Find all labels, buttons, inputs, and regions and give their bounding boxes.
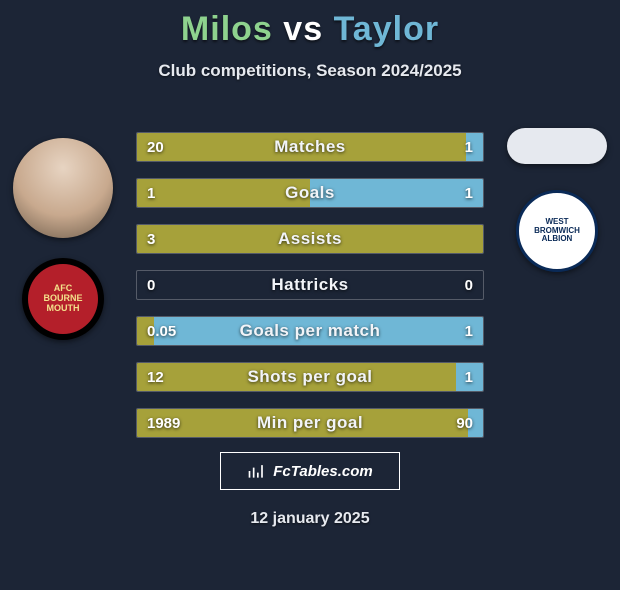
- comparison-title: Milos vs Taylor: [0, 10, 620, 49]
- stat-row: Goals per match0.05 1: [136, 316, 484, 346]
- stat-value-right: 1: [465, 133, 473, 161]
- player1-avatar: [13, 138, 113, 238]
- stat-value-left: 3: [147, 225, 155, 253]
- chart-icon: [247, 461, 267, 481]
- stat-row: Shots per goal12 1: [136, 362, 484, 392]
- title-player2: Taylor: [334, 10, 440, 48]
- stat-value-left: 1989: [147, 409, 180, 437]
- stat-row: Min per goal1989 90: [136, 408, 484, 438]
- player2-avatar-placeholder: [507, 128, 607, 164]
- stat-label: Assists: [137, 225, 483, 253]
- stat-label: Matches: [137, 133, 483, 161]
- stat-row: Assists3: [136, 224, 484, 254]
- player1-club-logo: AFCBOURNEMOUTH: [22, 258, 104, 340]
- brand-badge: FcTables.com: [220, 452, 400, 490]
- brand-text: FcTables.com: [273, 463, 372, 480]
- stats-bar-chart: Matches201Goals11Assists3Hattricks00Goal…: [136, 132, 484, 438]
- stat-value-left: 0.05: [147, 317, 176, 345]
- stat-label: Min per goal: [137, 409, 483, 437]
- stat-value-left: 12: [147, 363, 164, 391]
- stat-label: Shots per goal: [137, 363, 483, 391]
- stat-value-left: 20: [147, 133, 164, 161]
- stat-row: Hattricks0 0: [136, 270, 484, 300]
- stat-value-left: 0: [147, 271, 155, 299]
- stat-row: Goals1 1: [136, 178, 484, 208]
- right-avatar-column: WESTBROMWICHALBION: [502, 128, 612, 272]
- stat-value-right: 1: [465, 179, 473, 207]
- footer-date: 12 january 2025: [0, 510, 620, 528]
- stat-value-right: 1: [465, 317, 473, 345]
- title-vs: vs: [283, 10, 323, 48]
- stat-value-right: 90: [456, 409, 473, 437]
- stat-value-right: 1: [465, 363, 473, 391]
- stat-label: Goals: [137, 179, 483, 207]
- stat-value-left: 1: [147, 179, 155, 207]
- title-player1: Milos: [181, 10, 273, 48]
- stat-row: Matches20 1: [136, 132, 484, 162]
- player2-club-logo: WESTBROMWICHALBION: [516, 190, 598, 272]
- stat-value-right: 0: [465, 271, 473, 299]
- subtitle: Club competitions, Season 2024/2025: [0, 61, 620, 81]
- stat-label: Goals per match: [137, 317, 483, 345]
- left-avatar-column: AFCBOURNEMOUTH: [8, 138, 118, 340]
- stat-label: Hattricks: [137, 271, 483, 299]
